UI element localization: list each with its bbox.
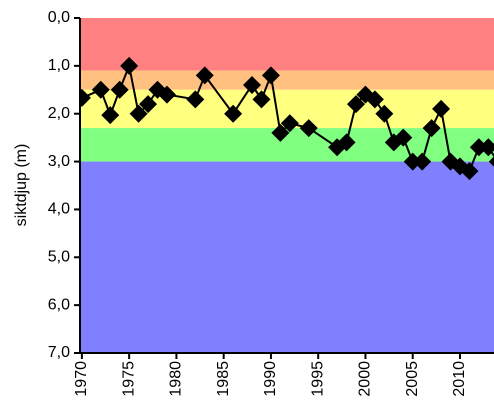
marker [261, 66, 280, 85]
marker [280, 114, 299, 133]
marker [460, 162, 479, 181]
marker [347, 95, 365, 114]
marker [139, 95, 158, 114]
y-tick-label: 4,0 [48, 201, 70, 218]
marker [110, 80, 129, 99]
marker [186, 90, 205, 109]
marker [365, 90, 384, 109]
marker [129, 104, 148, 123]
marker [157, 85, 176, 104]
marker [394, 128, 413, 147]
band [80, 18, 494, 71]
y-tick-label: 6,0 [48, 296, 70, 313]
marker [469, 138, 488, 157]
marker [299, 119, 318, 138]
y-tick-label: 0,0 [48, 9, 70, 26]
marker [403, 152, 422, 171]
band [80, 161, 494, 353]
y-axis-label: siktdjup (m) [13, 144, 30, 227]
marker [479, 138, 494, 157]
x-tick-label: 1975 [120, 361, 137, 397]
marker [375, 104, 394, 123]
marker [337, 133, 356, 152]
marker [224, 104, 243, 123]
x-tick-label: 1995 [309, 361, 326, 397]
y-tick-label: 7,0 [48, 344, 70, 361]
marker [120, 56, 139, 75]
band [80, 70, 494, 90]
marker [101, 106, 120, 125]
x-tick-label: 2000 [357, 361, 374, 397]
marker [252, 90, 271, 109]
x-tick-label: 1990 [262, 361, 279, 397]
y-tick-label: 2,0 [48, 105, 70, 122]
x-tick-label: 1970 [73, 361, 90, 397]
plot-area [80, 18, 494, 353]
y-tick-label: 1,0 [48, 57, 70, 74]
marker [91, 80, 110, 99]
y-tick-label: 3,0 [48, 153, 70, 170]
marker [271, 123, 290, 142]
y-tick-label: 5,0 [48, 249, 70, 266]
marker [195, 66, 214, 85]
x-tick-label: 2010 [451, 361, 468, 397]
marker [413, 152, 432, 171]
marker [422, 119, 441, 138]
marker [432, 99, 451, 118]
marker [80, 88, 91, 107]
x-tick-label: 2005 [404, 361, 421, 397]
x-tick-label: 1980 [168, 361, 185, 397]
marker [488, 156, 494, 167]
marker [243, 76, 262, 94]
x-tick-label: 1985 [215, 361, 232, 397]
